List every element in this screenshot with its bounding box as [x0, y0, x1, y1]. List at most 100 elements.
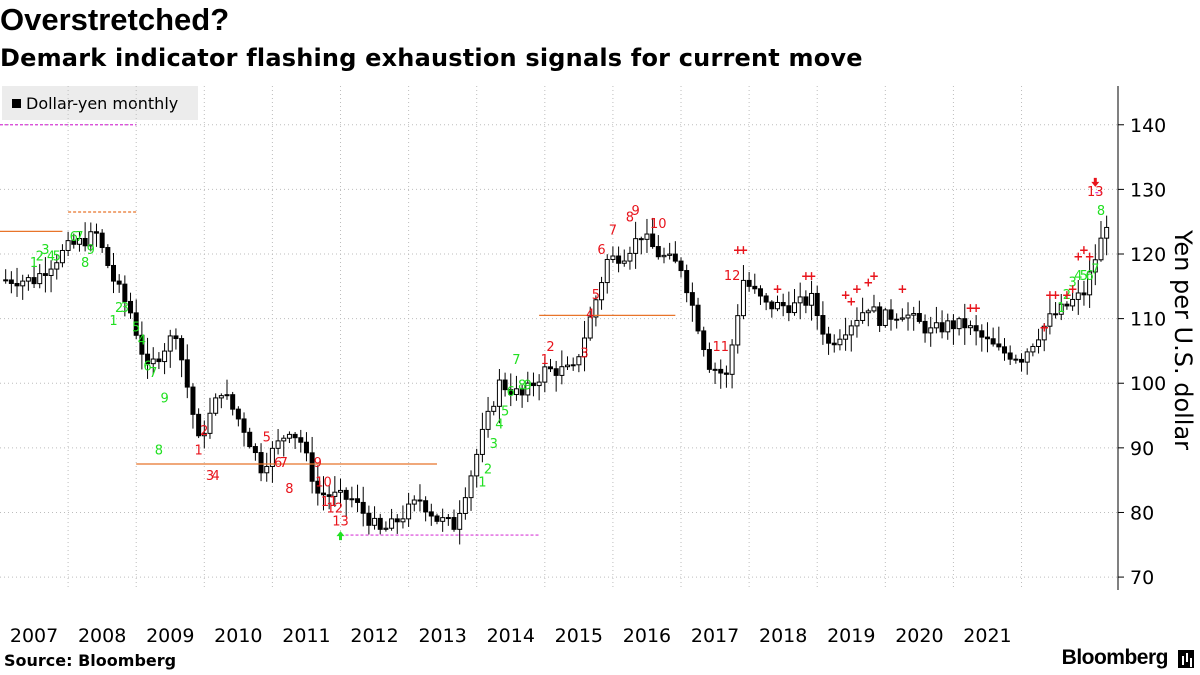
candle-body — [111, 264, 117, 282]
countdown-label: 4 — [586, 308, 594, 323]
candle-body — [207, 412, 213, 434]
candle-body — [803, 296, 809, 306]
countdown-label: 6 — [597, 243, 605, 258]
candle-body — [156, 358, 162, 363]
candle-body — [956, 318, 962, 330]
candle-body — [423, 500, 429, 513]
candle-body — [967, 325, 973, 329]
candle-body — [1047, 313, 1053, 327]
candle-body — [31, 277, 37, 285]
candle-body — [434, 515, 440, 522]
candle-body — [871, 306, 877, 312]
candle-body — [599, 282, 605, 301]
candle-body — [792, 302, 798, 314]
candle-body — [1024, 351, 1030, 363]
countdown-label: 3 — [206, 469, 214, 484]
setup-count-label: 4 — [47, 249, 55, 264]
candle-body — [309, 452, 315, 482]
candle-body — [1030, 345, 1036, 353]
y-tick-label: 110 — [1130, 309, 1166, 331]
candle-body — [1104, 226, 1110, 239]
countdown-label: 9 — [314, 456, 322, 471]
y-tick-label: 70 — [1130, 567, 1154, 589]
candle-body — [809, 292, 815, 306]
candle-body — [650, 233, 656, 248]
candle-body — [105, 247, 111, 266]
candle-body — [400, 518, 406, 523]
candle-body — [179, 338, 185, 361]
countdown-label: 9 — [631, 204, 639, 219]
countdown-plus-marker: + — [1062, 288, 1072, 302]
setup-count-label: 1 — [30, 256, 38, 271]
candle-body — [241, 418, 247, 433]
candle-body — [451, 517, 457, 530]
candle-body — [877, 306, 883, 326]
candle-body — [621, 260, 627, 264]
candle-body — [235, 408, 241, 420]
bloomberg-icon — [1178, 650, 1194, 668]
countdown-label: 10 — [315, 476, 332, 491]
candle-body — [485, 410, 491, 430]
setup-count-label: 6 — [143, 359, 151, 374]
candle-body — [576, 356, 582, 366]
candle-body — [116, 280, 122, 285]
countdown-label: 10 — [650, 217, 667, 232]
y-axis-label: Yen per U.S. dollar — [1169, 229, 1197, 451]
candle-body — [508, 389, 514, 396]
candle-body — [740, 279, 746, 317]
candle-body — [389, 518, 395, 529]
candle-body — [894, 318, 900, 321]
candle-body — [848, 325, 854, 336]
candle-body — [93, 231, 99, 234]
candle-body — [372, 517, 378, 526]
setup-count-label: 3 — [41, 243, 49, 258]
candle-body — [162, 350, 168, 363]
candle-body — [167, 335, 173, 352]
candle-body — [298, 437, 304, 443]
candle-body — [661, 254, 667, 258]
candle-body — [54, 262, 60, 270]
candle-body — [979, 330, 985, 338]
x-tick-label: 2017 — [691, 625, 739, 647]
countdown-plus-marker: + — [1073, 249, 1083, 263]
candle-body — [173, 335, 179, 340]
candle-body — [71, 240, 77, 245]
candle-body — [213, 397, 219, 414]
candle-body — [1013, 358, 1019, 361]
setup-count-label: 5 — [501, 405, 509, 420]
candle-body — [633, 238, 639, 254]
candle-body — [553, 368, 559, 376]
x-tick-label: 2019 — [827, 625, 875, 647]
candle-body — [570, 364, 576, 367]
candle-body — [962, 318, 968, 329]
candle-body — [905, 314, 911, 319]
countdown-plus-marker: + — [738, 243, 748, 257]
countdown-label: 7 — [609, 224, 617, 239]
candle-body — [769, 301, 775, 310]
candle-body — [1064, 303, 1070, 307]
candle-body — [383, 527, 389, 530]
candle-body — [882, 309, 888, 326]
candle-body — [826, 333, 832, 344]
countdown-label: 8 — [626, 211, 634, 226]
candle-body — [513, 388, 519, 396]
y-tick-label: 90 — [1130, 438, 1154, 460]
candle-body — [1098, 237, 1104, 261]
candle-body — [1036, 339, 1042, 347]
candle-body — [565, 364, 571, 368]
candle-body — [332, 491, 338, 497]
countdown-label: 8 — [285, 482, 293, 497]
setup-count-label: 8 — [155, 443, 163, 458]
candle-body — [780, 301, 786, 307]
countdown-plus-marker: + — [1039, 321, 1049, 335]
setup-count-label: 1 — [478, 476, 486, 491]
candle-body — [627, 252, 633, 262]
candle-body — [48, 268, 54, 276]
x-tick-label: 2020 — [895, 625, 943, 647]
candle-body — [479, 428, 485, 455]
setup-count-label: 1 — [1057, 301, 1065, 316]
candle-body — [303, 441, 309, 454]
countdown-label: 4 — [212, 469, 220, 484]
x-tick-label: 2013 — [418, 625, 466, 647]
countdown-label: 3 — [580, 346, 588, 361]
